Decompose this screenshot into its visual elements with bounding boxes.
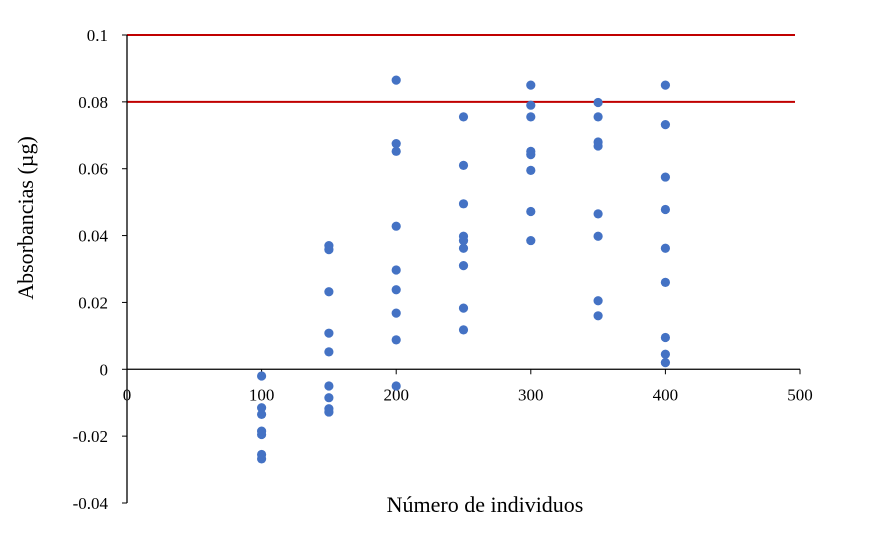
- data-point: [391, 139, 401, 149]
- y-tick-label: 0.1: [87, 26, 108, 45]
- x-axis-ticks: 0 100 200 300 400 500: [123, 369, 813, 404]
- axes: [126, 35, 800, 503]
- data-point: [391, 75, 401, 85]
- data-point: [391, 221, 401, 231]
- data-point: [593, 112, 603, 122]
- data-point: [458, 112, 469, 122]
- data-point: [526, 235, 536, 246]
- x-tick-label: 100: [249, 385, 275, 404]
- data-point: [391, 146, 401, 156]
- x-axis-title: Número de individuos: [387, 492, 584, 517]
- y-tick-label: 0.08: [78, 93, 108, 112]
- data-point: [593, 296, 603, 306]
- y-axis-title: Absorbancias (µg): [13, 136, 38, 300]
- data-point: [257, 371, 267, 381]
- data-point: [593, 311, 603, 321]
- data-point: [257, 409, 267, 420]
- data-point: [660, 80, 671, 90]
- data-point: [660, 172, 671, 182]
- x-tick-label: 0: [123, 385, 132, 404]
- data-point: [257, 429, 267, 440]
- reference-lines: [127, 34, 795, 103]
- data-point: [324, 407, 334, 417]
- y-axis-ticks: -0.04 -0.02 0 0.02 0.04 0.06 0.08 0.1: [73, 26, 127, 513]
- data-point: [324, 328, 334, 338]
- data-point: [526, 165, 536, 175]
- y-tick-label: 0: [100, 360, 109, 379]
- y-tick-label: 0.04: [78, 227, 108, 246]
- data-point: [593, 141, 603, 151]
- x-tick-label: 300: [518, 385, 544, 404]
- data-point: [458, 235, 469, 246]
- data-point: [458, 261, 469, 271]
- data-point: [526, 206, 536, 217]
- data-point: [526, 100, 536, 110]
- data-point: [324, 287, 334, 297]
- y-tick-label: -0.04: [73, 494, 109, 513]
- data-points: [257, 75, 671, 464]
- data-point: [660, 243, 671, 253]
- y-tick-label: 0.06: [78, 160, 108, 179]
- x-tick-label: 200: [383, 385, 409, 404]
- data-point: [526, 150, 536, 160]
- data-point: [458, 160, 469, 170]
- data-point: [391, 308, 401, 318]
- data-point: [660, 204, 671, 215]
- data-point: [324, 381, 334, 391]
- data-point: [391, 285, 401, 295]
- data-point: [593, 97, 603, 108]
- data-point: [458, 303, 469, 313]
- data-point: [324, 245, 334, 255]
- y-tick-label: -0.02: [73, 427, 108, 446]
- data-point: [458, 325, 469, 335]
- x-tick-label: 500: [787, 385, 813, 404]
- data-point: [660, 358, 671, 368]
- data-point: [257, 403, 267, 413]
- data-point: [593, 231, 603, 241]
- data-point: [526, 80, 536, 90]
- data-point: [660, 349, 671, 359]
- data-point: [593, 209, 603, 219]
- data-point: [324, 393, 334, 403]
- data-point: [458, 199, 469, 209]
- y-tick-label: 0.02: [78, 293, 108, 312]
- data-point: [458, 243, 469, 253]
- x-tick-label: 400: [653, 385, 679, 404]
- data-point: [391, 335, 401, 345]
- data-point: [257, 454, 267, 464]
- data-point: [660, 332, 671, 343]
- data-point: [526, 112, 536, 122]
- data-point: [660, 119, 671, 130]
- data-point: [391, 265, 401, 275]
- data-point: [660, 277, 671, 287]
- data-point: [391, 381, 401, 391]
- data-point: [324, 347, 334, 357]
